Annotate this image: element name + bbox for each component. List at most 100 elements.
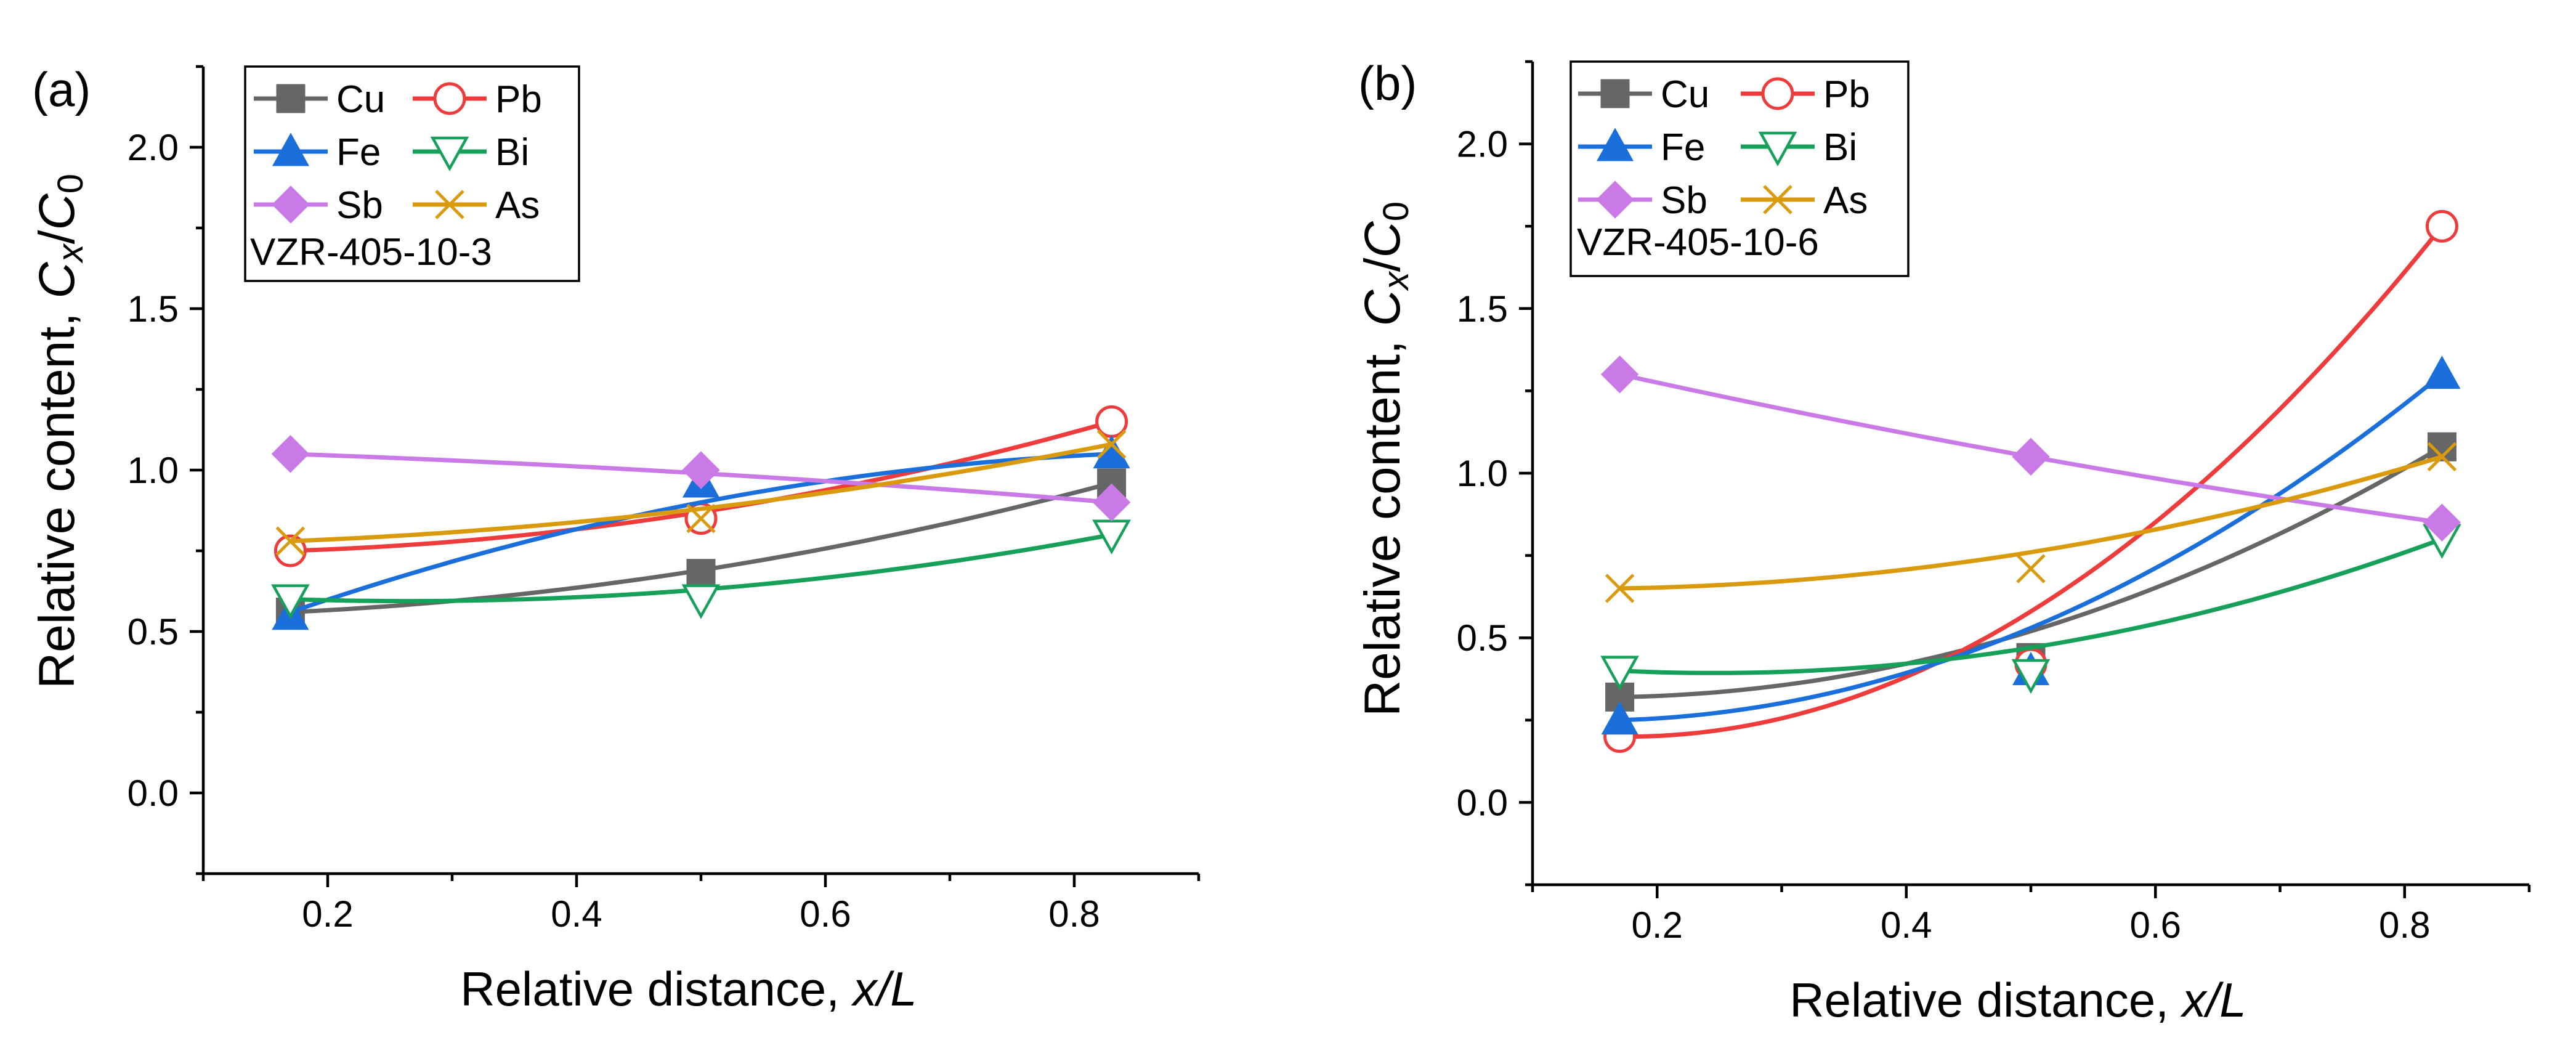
panel-b-legend-label-pb: Pb	[1823, 73, 1870, 116]
panel-b-point-fe	[1601, 701, 1638, 735]
panel-a-legend-label-as: As	[495, 184, 540, 227]
panel-b-sample-label: VZR-405-10-6	[1577, 221, 1819, 264]
panel-b-legend-entry-as: As	[1741, 179, 1868, 222]
panel-b-legend-marker-cu	[1600, 79, 1630, 108]
panel-b-point-fe	[2423, 355, 2461, 389]
panel-b-y-title-sub-x: x	[1376, 270, 1416, 291]
panel-b-legend-label-sb: Sb	[1661, 179, 1707, 222]
panel-b-point-sb	[2012, 437, 2050, 476]
panel-b-y-tick-label: 1.5	[1457, 288, 1508, 330]
panel-a-point-fe	[1093, 435, 1130, 469]
panel-b-line-as	[1618, 454, 2444, 591]
panel-a-point-bi	[681, 584, 721, 619]
panel-a-legend-marker-cu	[276, 84, 306, 113]
panel-a-y-tick-label: 1.5	[128, 288, 179, 330]
panel-b-line-cu	[1618, 444, 2444, 699]
panel-a-legend: VZR-405-10-3 Cu Pb Fe Bi Sb As	[244, 65, 580, 282]
panel-a-line-fe	[288, 452, 1114, 615]
panel-a-point-pb	[273, 534, 307, 567]
panel-b-x-title-var: x/L	[2180, 973, 2246, 1027]
panel-b-line-bi	[1618, 537, 2444, 675]
panel-b-y-title-slash: /	[1355, 258, 1411, 272]
panel-a-y-title-sub-0: 0	[51, 174, 91, 193]
panel-b-y-tick-label: 2.0	[1457, 124, 1508, 165]
panel-b-series-bi	[1600, 524, 2461, 694]
panel-b-x-title-prefix: Relative distance,	[1789, 973, 2182, 1027]
panel-a-point-sb	[1092, 483, 1131, 522]
panel-a-point-as	[275, 526, 306, 556]
panel-b-line-pb	[1618, 224, 2444, 739]
panel-b-y-ticks: 0.0 0.5 1.0 1.5 2.0	[1457, 60, 1533, 887]
panel-a-point-as	[686, 503, 716, 534]
panel-b-y-title-prefix: Relative content,	[1355, 326, 1411, 717]
panel-b-y-title-c2: C	[1355, 221, 1411, 258]
panel-a-y-axis-title: Relative content, Cx/C0	[29, 174, 91, 689]
panel-a-x-tick-label: 0.8	[1048, 893, 1100, 935]
panel-b-legend: VZR-405-10-6 Cu Pb Fe Bi Sb As	[1569, 60, 1910, 277]
panel-a-y-tick-label: 1.0	[128, 450, 179, 491]
panel-a-series-bi	[271, 519, 1131, 619]
panel-a-line-as	[288, 442, 1114, 543]
panel-a-legend-label-fe: Fe	[336, 131, 381, 174]
panel-a-point-bi	[271, 584, 310, 619]
panel-b-legend-entry-bi: Bi	[1741, 126, 1857, 169]
panel-a-point-sb	[682, 451, 720, 489]
panel-b-series-pb	[1603, 209, 2458, 754]
panel-a-x-tick-label: 0.4	[551, 893, 602, 935]
panel-b-point-sb	[2423, 503, 2461, 542]
panel-b-x-tick-label: 0.2	[1632, 904, 1683, 946]
panel-b: (b) Relative content, Cx/C0 Relative dis…	[1355, 56, 2531, 1027]
panel-b-y-tick-label: 0.0	[1457, 782, 1508, 823]
panel-a-legend-label-bi: Bi	[495, 131, 529, 174]
panel-a-series-as	[275, 429, 1127, 556]
panel-b-y-tick-label: 0.5	[1457, 617, 1508, 659]
panel-a-legend-marker-fe	[272, 132, 310, 166]
panel-b-legend-label-cu: Cu	[1661, 73, 1709, 116]
panel-b-y-tick-label: 1.0	[1457, 453, 1508, 494]
panel-a-legend-entry-sb: Sb	[254, 184, 383, 227]
panel-a-y-tick-label: 0.0	[128, 773, 179, 814]
panel-a-x-title-prefix: Relative distance,	[460, 962, 853, 1016]
panel-a-series	[271, 405, 1131, 630]
panel-a-legend-label-sb: Sb	[336, 184, 383, 227]
panel-a-y-tick-label: 2.0	[128, 127, 179, 168]
panel-b-legend-label-as: As	[1823, 179, 1868, 222]
panel-a-point-sb	[271, 435, 310, 473]
panel-b-point-as	[2016, 554, 2046, 583]
panel-b-legend-label-bi: Bi	[1823, 126, 1857, 169]
panel-a-y-title-slash: /	[29, 230, 85, 244]
panel-b-legend-marker-as	[1763, 185, 1792, 214]
panel-a-y-title-prefix: Relative content,	[29, 298, 85, 689]
panel-a-series-sb	[271, 435, 1131, 522]
panel-a-legend-entry-bi: Bi	[413, 131, 529, 174]
panel-a-y-ticks: 0.0 0.5 1.0 1.5 2.0	[128, 65, 203, 875]
panel-b-legend-entry-fe: Fe	[1578, 126, 1705, 169]
panel-b-point-pb	[2425, 209, 2458, 243]
panel-a-point-cu	[686, 559, 716, 588]
panel-b-point-as	[1605, 574, 1635, 603]
panel-b-series-sb	[1600, 355, 2461, 542]
panel-b-point-bi	[1600, 656, 1639, 691]
panel-b-legend-label-fe: Fe	[1661, 126, 1705, 169]
panel-b-y-axis-title: Relative content, Cx/C0	[1355, 201, 1416, 717]
panel-a-legend-marker-as	[435, 190, 464, 219]
panel-b-x-tick-label: 0.4	[1881, 904, 1932, 946]
panel-a-legend-entry-fe: Fe	[254, 131, 381, 174]
panel-a-sample-label: VZR-405-10-3	[250, 231, 492, 274]
panel-b-legend-entry-cu: Cu	[1578, 73, 1709, 116]
panel-b-line-fe	[1618, 372, 2444, 723]
panel-a-legend-entry-pb: Pb	[413, 78, 542, 121]
panel-a-y-title-c: C	[29, 261, 85, 298]
panel-b-legend-marker-bi	[1758, 131, 1797, 167]
panel-b-point-bi	[2011, 659, 2051, 694]
panel-b-x-tick-label: 0.8	[2379, 904, 2430, 946]
panel-b-legend-marker-fe	[1596, 128, 1634, 161]
panel-b-point-sb	[1600, 355, 1639, 394]
panel-a-legend-marker-sb	[272, 185, 310, 224]
panel-b-series-as	[1605, 442, 2457, 603]
panel-a-x-title-var: x/L	[851, 962, 917, 1016]
panel-b-x-ticks: 0.2 0.4 0.6 0.8	[1531, 885, 2531, 946]
panel-a-legend-label-cu: Cu	[336, 78, 385, 121]
panel-a-legend-entry-as: As	[413, 184, 540, 227]
